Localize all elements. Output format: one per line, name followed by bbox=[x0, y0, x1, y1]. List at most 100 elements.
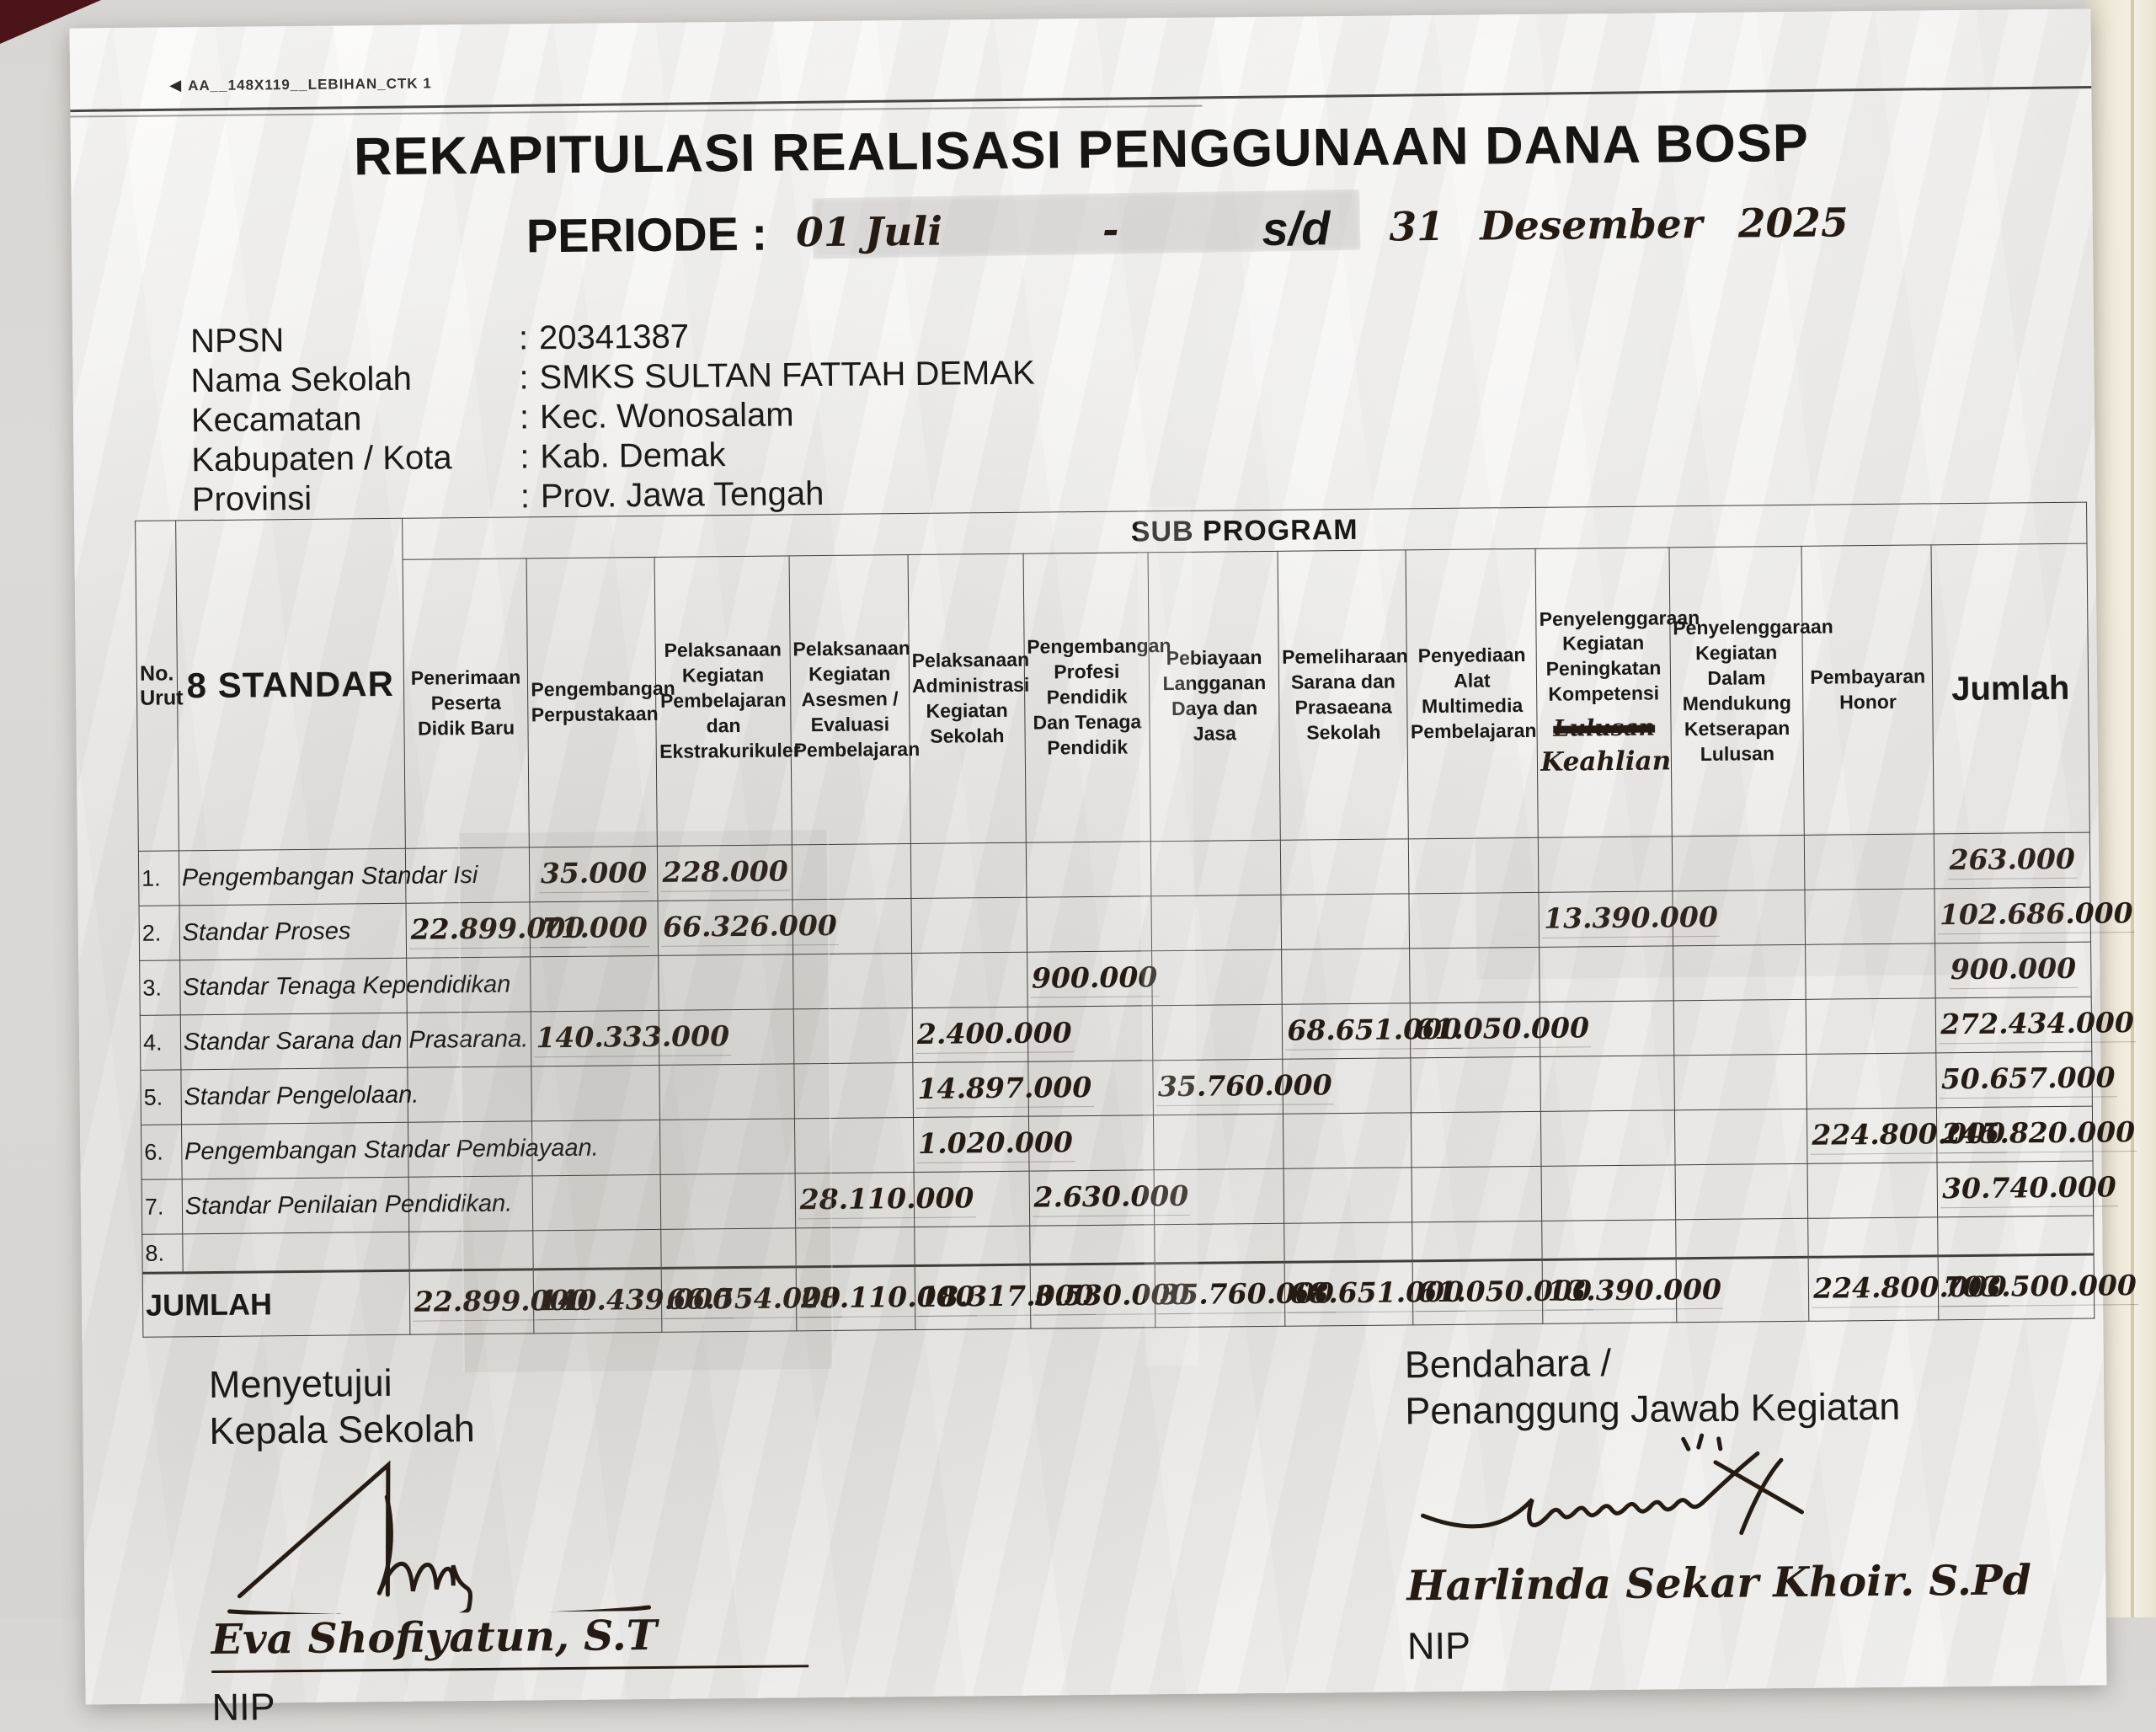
cell-r8-c5 bbox=[914, 1226, 1030, 1266]
info-value: Kec. Wonosalam bbox=[539, 396, 794, 436]
cell-r5-c4 bbox=[793, 1062, 914, 1119]
cell-r3-c8 bbox=[1281, 948, 1411, 1005]
cell-r1-c9 bbox=[1408, 837, 1540, 894]
row-number: 8. bbox=[141, 1233, 183, 1274]
handwritten-amount bbox=[1343, 868, 1347, 870]
handwritten-amount bbox=[467, 986, 471, 988]
total-c3: 66.554.000 bbox=[661, 1266, 843, 1333]
info-value: Kab. Demak bbox=[540, 436, 726, 476]
cell-r3-c3 bbox=[658, 954, 794, 1011]
cell-r7-c10 bbox=[1541, 1164, 1676, 1221]
handwritten-amount bbox=[1606, 1139, 1609, 1141]
total-c8: 68.651.000 bbox=[1284, 1260, 1466, 1327]
col-header-label: Pelaksanaan Administrasi Kegiatan Sekola… bbox=[911, 648, 1030, 747]
cell-r4-c2: 140.333.000 bbox=[531, 1010, 732, 1066]
treasurer-name-handwritten: Harlinda Sekar Khoir. S.Pd bbox=[1406, 1555, 2032, 1611]
cell-r5-c9 bbox=[1411, 1056, 1541, 1113]
approver-signature bbox=[227, 1460, 652, 1615]
handwritten-amount bbox=[853, 1248, 857, 1250]
handwritten-amount bbox=[468, 1150, 472, 1152]
recap-table: No. Urut 8 STANDAR SUB PROGRAM Penerimaan P… bbox=[135, 502, 2139, 1338]
handwritten-row-total: 245.820.000 bbox=[1940, 1115, 2137, 1153]
handwritten-amount bbox=[595, 1094, 598, 1097]
handwritten-amount bbox=[1090, 1144, 1093, 1147]
info-colon: : bbox=[519, 359, 529, 397]
cell-r8-c2 bbox=[533, 1229, 662, 1270]
handwritten-amount bbox=[1087, 925, 1091, 927]
school-info-block: NPSN:20341387 Nama Sekolah: SMKS SULTAN FA… bbox=[190, 314, 1036, 521]
cell-r8-c3 bbox=[661, 1227, 797, 1269]
row-label: Standar Proses bbox=[179, 903, 407, 960]
handwritten-amount bbox=[1344, 922, 1348, 925]
handwritten-column-total: 13.390.000 bbox=[1545, 1272, 1724, 1311]
col-header-label: Pengembangan Perpustakaan bbox=[531, 676, 675, 726]
handwritten-amount bbox=[725, 1038, 728, 1040]
cell-r2-c8 bbox=[1281, 893, 1410, 950]
handwritten-amount bbox=[967, 871, 970, 874]
col-header-subprogram-8: Pemeliharaan Sarana dan Prasaeana Sekola… bbox=[1278, 549, 1409, 841]
handwritten-amount bbox=[1871, 1238, 1875, 1240]
cell-r7-c6: 2.630.000 bbox=[1028, 1169, 1191, 1227]
col-header-subprogram-3: Pelaksanaan Kegiatan Pembelajaran dan Ek… bbox=[654, 555, 801, 847]
handwritten-amount bbox=[968, 981, 971, 983]
handwritten-amount bbox=[1344, 977, 1348, 980]
handwritten-amount: 2.400.000 bbox=[915, 1015, 1074, 1054]
cell-r5-c1 bbox=[407, 1066, 532, 1123]
cell-r3-c9 bbox=[1409, 947, 1540, 1003]
info-colon: : bbox=[520, 438, 530, 476]
col-header-handwritten-word: Keahlian bbox=[1540, 746, 1672, 778]
col-header-subprogram-6: Pengembangan Profesi Pendidik Dan Tenaga… bbox=[1022, 552, 1171, 843]
handwritten-amount bbox=[1218, 1198, 1221, 1200]
total-c2: 140.439.000 bbox=[533, 1268, 734, 1334]
row-number: 7. bbox=[141, 1179, 183, 1235]
handwritten-amount bbox=[1869, 972, 1872, 975]
handwritten-amount bbox=[725, 1093, 728, 1095]
cell-r7-c3 bbox=[660, 1173, 796, 1230]
cell-r3-c6: 900.000 bbox=[1027, 950, 1160, 1008]
handwritten-amount bbox=[851, 927, 854, 930]
handwritten-amount bbox=[1739, 1083, 1742, 1086]
col-header-subprogram-2: Pengembangan Perpustakaan bbox=[526, 557, 675, 847]
info-value: 20341387 bbox=[538, 318, 690, 357]
cell-r5-c2 bbox=[531, 1065, 660, 1121]
row-number: 1. bbox=[138, 850, 179, 906]
handwritten-amount: 35.000 bbox=[538, 855, 649, 893]
handwritten-amount bbox=[1091, 1245, 1094, 1248]
cell-r3-c12 bbox=[1805, 943, 1936, 1000]
cell-r6-c10 bbox=[1540, 1109, 1675, 1167]
cell-r6-jumlah: 245.820.000 bbox=[1936, 1106, 2137, 1163]
handwritten-amount bbox=[593, 985, 596, 987]
handwritten-amount bbox=[727, 1248, 730, 1251]
cell-r7-c12 bbox=[1807, 1162, 1938, 1219]
cell-r2-c12 bbox=[1805, 888, 1935, 945]
col-header-label: Pebiayaan Langganan Daya dan Jasa bbox=[1162, 646, 1267, 745]
handwritten-amount bbox=[1347, 1243, 1350, 1245]
handwritten-amount bbox=[1871, 1191, 1875, 1194]
col-header-label: Penyelenggaraan Kegiatan Dalam Mendukung… bbox=[1673, 615, 1833, 765]
cell-r4-c7 bbox=[1152, 1004, 1283, 1061]
cell-r3-c7 bbox=[1151, 949, 1283, 1006]
cell-r6-c11 bbox=[1674, 1109, 1808, 1165]
periode-label: PERIODE : bbox=[526, 206, 768, 262]
col-header-label: Penyelenggaraan Kegiatan Peningkatan Kom… bbox=[1539, 606, 1700, 705]
periode-start-handwritten: 01 Juli bbox=[795, 208, 943, 256]
handwritten-amount bbox=[1476, 1242, 1479, 1244]
total-row-label: JUMLAH bbox=[142, 1270, 410, 1338]
col-header-subprogram-7: Pebiayaan Langganan Daya dan Jasa bbox=[1148, 551, 1281, 842]
handwritten-amount bbox=[1868, 917, 1871, 920]
handwritten-amount bbox=[851, 982, 854, 985]
cell-r4-jumlah: 272.434.000 bbox=[1935, 997, 2137, 1053]
cell-r3-c10 bbox=[1539, 945, 1673, 1002]
treasurer-role-line2: Penanggung Jawab Kegiatan bbox=[1405, 1384, 1901, 1433]
handwritten-amount bbox=[851, 1037, 855, 1040]
cell-r7-c4: 28.110.000 bbox=[794, 1172, 976, 1228]
info-label: Kecamatan bbox=[190, 400, 362, 440]
col-header-8-standar: 8 STANDAR bbox=[175, 518, 406, 851]
cell-r3-c2 bbox=[531, 955, 659, 1012]
col-header-subprogram-9: Penyediaan Alat Multimedia Pembelajaran bbox=[1406, 548, 1539, 839]
cell-r8-c10 bbox=[1542, 1219, 1676, 1260]
handwritten-amount bbox=[1740, 1239, 1743, 1242]
cell-r1-c4 bbox=[792, 843, 911, 900]
row-label: Standar Tenaga Kependidikan bbox=[179, 958, 510, 1015]
cell-r7-c8 bbox=[1283, 1167, 1412, 1224]
